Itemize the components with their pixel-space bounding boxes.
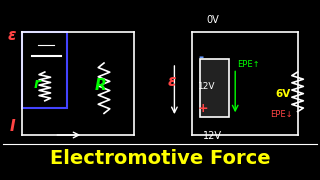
Text: ε: ε bbox=[168, 74, 177, 89]
Text: -: - bbox=[199, 51, 204, 64]
Text: ε: ε bbox=[8, 28, 17, 43]
Text: r: r bbox=[34, 77, 40, 91]
Text: 6V: 6V bbox=[275, 89, 291, 99]
Text: I: I bbox=[10, 119, 15, 134]
Text: 0V: 0V bbox=[206, 15, 219, 25]
Text: 12V: 12V bbox=[198, 82, 215, 91]
Bar bbox=[22, 32, 67, 108]
Text: 12V: 12V bbox=[203, 131, 222, 141]
Text: Electromotive Force: Electromotive Force bbox=[50, 149, 270, 168]
Text: +: + bbox=[197, 102, 208, 115]
Text: R: R bbox=[94, 78, 106, 93]
Text: EPE↑: EPE↑ bbox=[237, 60, 260, 69]
Bar bbox=[200, 59, 229, 117]
Text: EPE↓: EPE↓ bbox=[270, 110, 293, 119]
